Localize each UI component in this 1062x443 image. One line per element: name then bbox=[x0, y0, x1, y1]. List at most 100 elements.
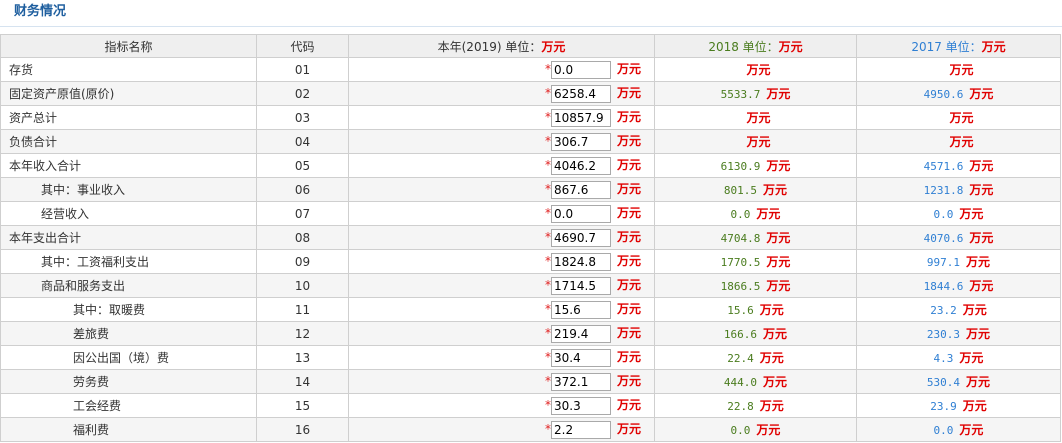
value-2017: 4571.6 bbox=[923, 160, 964, 173]
unit-label: 万元 bbox=[746, 63, 771, 77]
current-year-cell: * 万元 bbox=[348, 273, 655, 298]
value-2018: 4704.8 bbox=[720, 232, 761, 245]
value-2017: 23.9 bbox=[930, 400, 957, 413]
value-2018: 15.6 bbox=[727, 304, 754, 317]
current-year-input[interactable] bbox=[551, 132, 611, 151]
indicator-code: 10 bbox=[256, 273, 349, 298]
value-2017-cell: 4950.6 万元 bbox=[856, 81, 1061, 106]
value-2018: 0.0 bbox=[730, 424, 751, 437]
unit-label: 万元 bbox=[617, 350, 642, 365]
value-2017: 4070.6 bbox=[923, 232, 964, 245]
value-2018-cell: 万元 bbox=[654, 105, 857, 130]
current-year-input[interactable] bbox=[551, 372, 611, 391]
value-2017-cell: 万元 bbox=[856, 105, 1061, 130]
current-year-input[interactable] bbox=[551, 60, 611, 79]
current-year-input[interactable] bbox=[551, 204, 611, 223]
current-year-cell: * 万元 bbox=[348, 321, 655, 346]
value-2017-cell: 0.0 万元 bbox=[856, 417, 1061, 442]
value-2017-cell: 0.0 万元 bbox=[856, 201, 1061, 226]
value-2017: 4.3 bbox=[933, 352, 954, 365]
indicator-code: 07 bbox=[256, 201, 349, 226]
header-current-year: 本年(2019) 单位：万元 bbox=[348, 34, 655, 58]
indicator-code: 16 bbox=[256, 417, 349, 442]
indicator-name: 本年收入合计 bbox=[0, 153, 257, 178]
current-year-input[interactable] bbox=[551, 108, 611, 127]
indicator-code: 06 bbox=[256, 177, 349, 202]
current-year-input[interactable] bbox=[551, 252, 611, 271]
table-row: 固定资产原值(原价)02 * 万元 5533.7 万元 4950.6 万元 bbox=[0, 81, 1061, 106]
indicator-name: 资产总计 bbox=[0, 105, 257, 130]
current-year-input[interactable] bbox=[551, 84, 611, 103]
indicator-code: 03 bbox=[256, 105, 349, 130]
current-year-input[interactable] bbox=[551, 180, 611, 199]
current-year-input[interactable] bbox=[551, 348, 611, 367]
unit-label: 万元 bbox=[966, 255, 991, 269]
current-year-input[interactable] bbox=[551, 396, 611, 415]
value-2017-cell: 23.9 万元 bbox=[856, 393, 1061, 418]
unit-label: 万元 bbox=[759, 303, 784, 317]
required-mark: * bbox=[545, 422, 551, 437]
required-mark: * bbox=[545, 206, 551, 221]
unit-label: 万元 bbox=[746, 111, 771, 125]
unit-label: 万元 bbox=[617, 422, 642, 437]
unit-label: 万元 bbox=[969, 279, 994, 293]
value-2018-cell: 0.0 万元 bbox=[654, 201, 857, 226]
current-year-cell: * 万元 bbox=[348, 225, 655, 250]
unit-label: 万元 bbox=[763, 327, 788, 341]
unit-label: 万元 bbox=[756, 423, 781, 437]
current-year-input[interactable] bbox=[551, 276, 611, 295]
value-2017-cell: 4.3 万元 bbox=[856, 345, 1061, 370]
header-current-year-label: 本年(2019) 单位： bbox=[437, 39, 542, 54]
current-year-input[interactable] bbox=[551, 156, 611, 175]
unit-label: 万元 bbox=[969, 87, 994, 101]
header-2017: 2017 单位：万元 bbox=[856, 34, 1061, 58]
unit-label: 万元 bbox=[617, 398, 642, 413]
indicator-code: 11 bbox=[256, 297, 349, 322]
value-2018: 5533.7 bbox=[720, 88, 761, 101]
header-current-unit: 万元 bbox=[541, 39, 566, 54]
unit-label: 万元 bbox=[766, 255, 791, 269]
header-2018-label: 2018 单位： bbox=[708, 39, 779, 54]
value-2018: 801.5 bbox=[723, 184, 758, 197]
value-2018-cell: 22.8 万元 bbox=[654, 393, 857, 418]
unit-label: 万元 bbox=[617, 302, 642, 317]
current-year-cell: * 万元 bbox=[348, 129, 655, 154]
indicator-name: 本年支出合计 bbox=[0, 225, 257, 250]
required-mark: * bbox=[545, 134, 551, 149]
header-indicator-name: 指标名称 bbox=[0, 34, 257, 58]
unit-label: 万元 bbox=[962, 399, 987, 413]
current-year-input[interactable] bbox=[551, 300, 611, 319]
current-year-cell: * 万元 bbox=[348, 297, 655, 322]
value-2018-cell: 4704.8 万元 bbox=[654, 225, 857, 250]
unit-label: 万元 bbox=[617, 182, 642, 197]
unit-label: 万元 bbox=[617, 374, 642, 389]
value-2018-cell: 5533.7 万元 bbox=[654, 81, 857, 106]
section-title: 财务情况 bbox=[0, 0, 1062, 27]
unit-label: 万元 bbox=[959, 207, 984, 221]
value-2017: 230.3 bbox=[926, 328, 961, 341]
value-2017-cell: 997.1 万元 bbox=[856, 249, 1061, 274]
value-2017-cell: 1844.6 万元 bbox=[856, 273, 1061, 298]
indicator-name: 其中：事业收入 bbox=[0, 177, 257, 202]
unit-label: 万元 bbox=[617, 254, 642, 269]
unit-label: 万元 bbox=[949, 111, 974, 125]
unit-label: 万元 bbox=[617, 158, 642, 173]
header-code: 代码 bbox=[256, 34, 349, 58]
indicator-code: 04 bbox=[256, 129, 349, 154]
unit-label: 万元 bbox=[959, 423, 984, 437]
value-2017-cell: 530.4 万元 bbox=[856, 369, 1061, 394]
unit-label: 万元 bbox=[617, 206, 642, 221]
value-2017: 530.4 bbox=[926, 376, 961, 389]
current-year-input[interactable] bbox=[551, 324, 611, 343]
current-year-input[interactable] bbox=[551, 420, 611, 439]
unit-label: 万元 bbox=[766, 159, 791, 173]
current-year-input[interactable] bbox=[551, 228, 611, 247]
table-header-row: 指标名称 代码 本年(2019) 单位：万元 2018 单位： 万元 2017 单… bbox=[0, 34, 1061, 58]
